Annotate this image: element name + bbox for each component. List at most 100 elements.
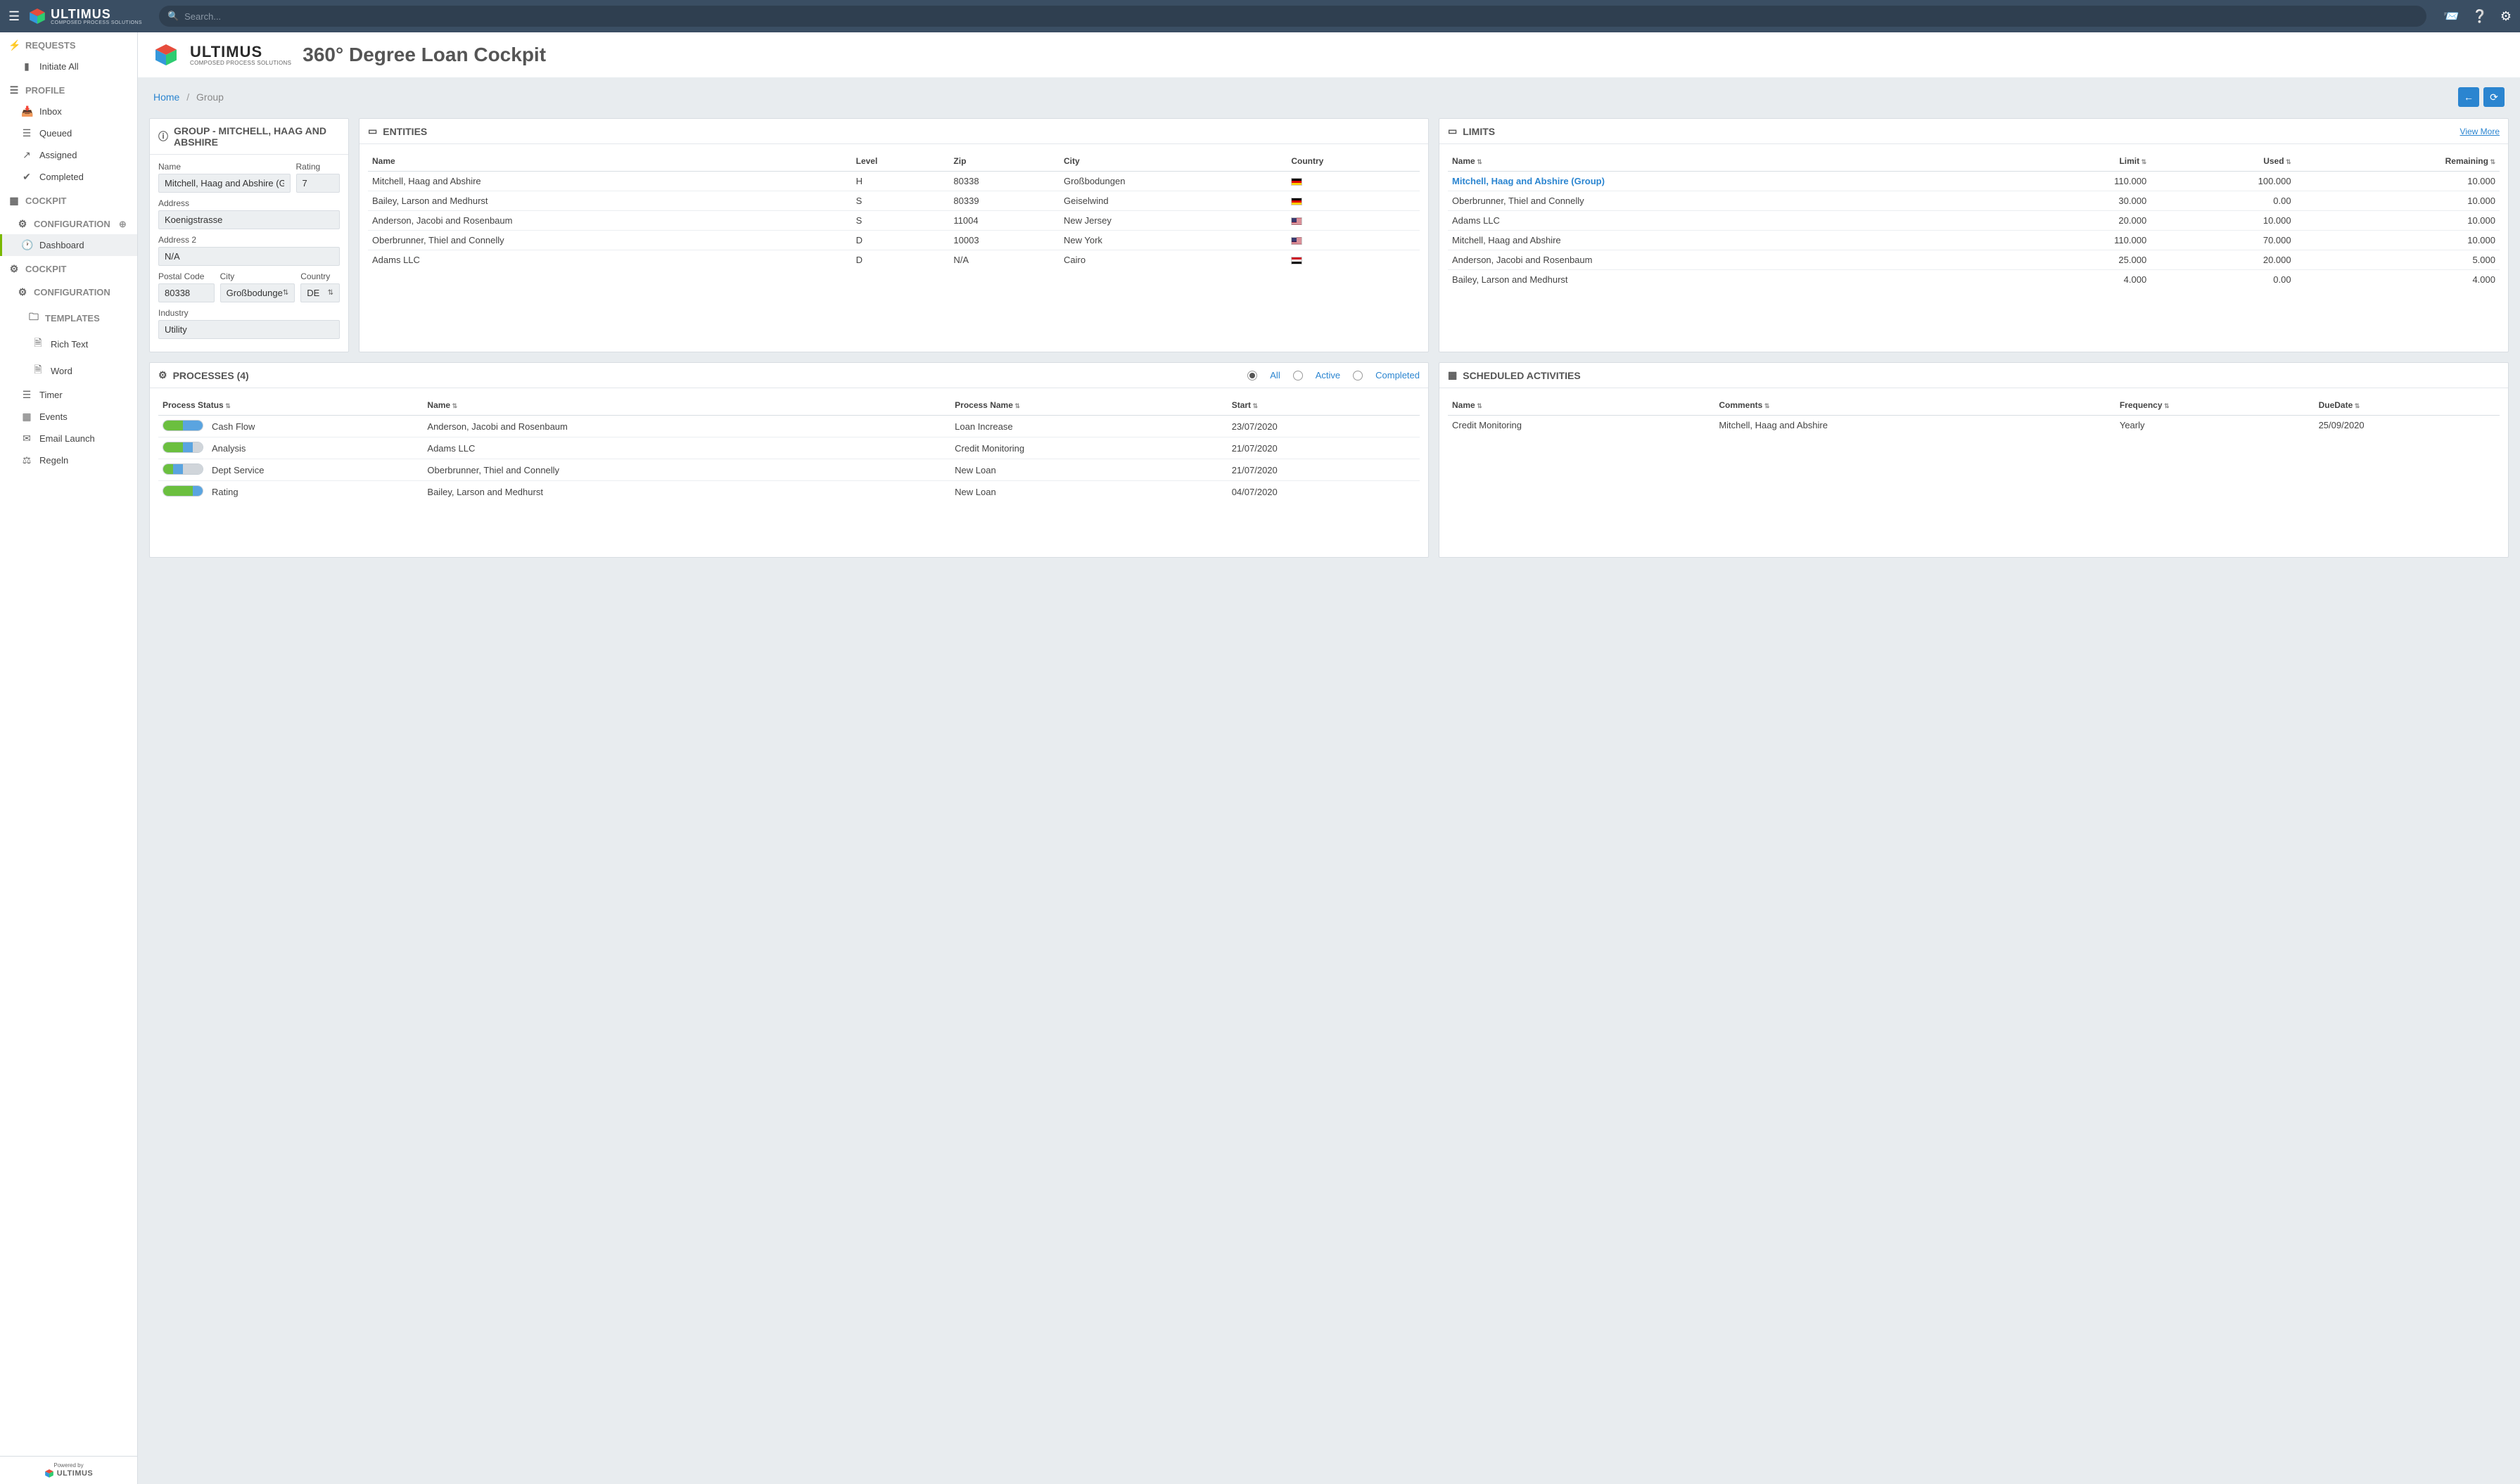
input-postal[interactable]	[158, 283, 215, 302]
sidebar-section-configuration-1[interactable]: ⚙CONFIGURATION⊕	[0, 211, 137, 234]
table-row[interactable]: Oberbrunner, Thiel and Connelly30.0000.0…	[1448, 191, 2500, 211]
filter-all[interactable]: All	[1270, 370, 1280, 380]
scale-icon: ⚖	[21, 454, 32, 466]
col-comments[interactable]: Comments	[1714, 395, 2115, 416]
radio-completed[interactable]	[1353, 371, 1363, 380]
sidebar-item-events[interactable]: ▦Events	[0, 406, 137, 428]
breadcrumb-sep: /	[186, 91, 189, 103]
limits-view-more[interactable]: View More	[2460, 127, 2500, 136]
col-city[interactable]: City	[1059, 151, 1287, 172]
top-icons: 📨 ❔ ⚙	[2443, 9, 2512, 24]
sidebar-item-assigned[interactable]: ↗Assigned	[0, 144, 137, 166]
gear-icon[interactable]: ⚙	[2500, 9, 2512, 24]
gear-small-icon: ⚙	[17, 218, 28, 230]
logo-cube-icon	[28, 7, 46, 25]
filter-active[interactable]: Active	[1316, 370, 1340, 380]
sidebar-item-regeln[interactable]: ⚖Regeln	[0, 449, 137, 471]
col-sname[interactable]: Name	[1448, 395, 1714, 416]
label-rating: Rating	[296, 162, 341, 172]
search-box[interactable]: 🔍	[159, 6, 2426, 27]
search-container: 🔍	[159, 6, 2426, 27]
select-city[interactable]: Großbodunge⇅	[220, 283, 295, 302]
breadcrumb-home[interactable]: Home	[153, 91, 179, 103]
inbox-icon[interactable]: 📨	[2443, 9, 2459, 24]
back-button[interactable]: ←	[2458, 87, 2479, 107]
id-card-icon: ▭	[368, 125, 377, 137]
sidebar-item-queued[interactable]: ☰Queued	[0, 122, 137, 144]
col-remaining[interactable]: Remaining	[2296, 151, 2500, 172]
brand-name: ULTIMUS	[51, 8, 142, 20]
col-limit[interactable]: Limit	[2009, 151, 2151, 172]
col-zip[interactable]: Zip	[949, 151, 1059, 172]
label-country: Country	[300, 271, 340, 281]
input-rating[interactable]	[296, 174, 341, 193]
hamburger-icon[interactable]: ☰	[8, 9, 20, 24]
sidebar-item-inbox[interactable]: 📥Inbox	[0, 101, 137, 122]
sidebar: ⚡REQUESTS ▮Initiate All ☰PROFILE 📥Inbox …	[0, 32, 138, 1484]
sidebar-section-profile[interactable]: ☰PROFILE	[0, 77, 137, 101]
input-industry[interactable]	[158, 320, 340, 339]
radio-active[interactable]	[1293, 371, 1303, 380]
table-row[interactable]: Credit MonitoringMitchell, Haag and Absh…	[1448, 416, 2500, 435]
table-row[interactable]: Mitchell, Haag and AbshireH80338Großbodu…	[368, 172, 1420, 191]
info-icon: ⓘ	[158, 129, 168, 143]
table-row[interactable]: Oberbrunner, Thiel and ConnellyD10003New…	[368, 231, 1420, 250]
table-row[interactable]: Mitchell, Haag and Abshire110.00070.0001…	[1448, 231, 2500, 250]
sidebar-section-cockpit-1[interactable]: ▦COCKPIT	[0, 188, 137, 211]
label-city: City	[220, 271, 295, 281]
filter-completed[interactable]: Completed	[1375, 370, 1420, 380]
col-country[interactable]: Country	[1287, 151, 1420, 172]
status-pills	[163, 420, 203, 431]
table-row[interactable]: Adams LLCDN/ACairo	[368, 250, 1420, 270]
col-freq[interactable]: Frequency	[2115, 395, 2315, 416]
col-pstatus[interactable]: Process Status	[158, 395, 423, 416]
calendar-icon-2: ▦	[1448, 369, 1457, 381]
col-level[interactable]: Level	[852, 151, 950, 172]
menu-icon: ☰	[8, 84, 20, 96]
refresh-button[interactable]: ⟳	[2483, 87, 2505, 107]
sidebar-item-richtext[interactable]: 🗎Rich Text	[0, 331, 137, 357]
panel-limits-body: Name Limit Used Remaining Mitchell, Haag…	[1439, 144, 2508, 296]
col-used[interactable]: Used	[2151, 151, 2295, 172]
brand-tagline: COMPOSED PROCESS SOLUTIONS	[51, 20, 142, 25]
col-start[interactable]: Start	[1228, 395, 1420, 416]
sidebar-item-dashboard[interactable]: 🕐Dashboard	[0, 234, 137, 256]
input-name[interactable]	[158, 174, 291, 193]
table-row[interactable]: Dept ServiceOberbrunner, Thiel and Conne…	[158, 459, 1420, 481]
input-address2[interactable]	[158, 247, 340, 266]
col-lname[interactable]: Name	[1448, 151, 2009, 172]
table-row[interactable]: Bailey, Larson and MedhurstS80339Geiselw…	[368, 191, 1420, 211]
help-icon[interactable]: ❔	[2471, 9, 2487, 24]
col-pname2[interactable]: Name	[423, 395, 950, 416]
sidebar-section-requests[interactable]: ⚡REQUESTS	[0, 32, 137, 56]
status-pills	[163, 442, 203, 453]
cog-icon: ⚙	[158, 369, 167, 381]
sidebar-item-email-launch[interactable]: ✉Email Launch	[0, 428, 137, 449]
radio-all[interactable]	[1247, 371, 1257, 380]
table-row[interactable]: Bailey, Larson and Medhurst4.0000.004.00…	[1448, 270, 2500, 290]
select-country[interactable]: DE⇅	[300, 283, 340, 302]
col-procname[interactable]: Process Name	[950, 395, 1228, 416]
search-input[interactable]	[184, 11, 2418, 22]
sidebar-section-configuration-2[interactable]: ⚙CONFIGURATION	[0, 279, 137, 302]
sidebar-item-initiate-all[interactable]: ▮Initiate All	[0, 56, 137, 77]
table-row[interactable]: Mitchell, Haag and Abshire (Group)110.00…	[1448, 172, 2500, 191]
brand-logo[interactable]: ULTIMUS COMPOSED PROCESS SOLUTIONS	[28, 7, 142, 25]
table-row[interactable]: Anderson, Jacobi and Rosenbaum25.00020.0…	[1448, 250, 2500, 270]
col-name[interactable]: Name	[368, 151, 852, 172]
table-row[interactable]: RatingBailey, Larson and MedhurstNew Loa…	[158, 481, 1420, 503]
table-row[interactable]: Anderson, Jacobi and RosenbaumS11004New …	[368, 211, 1420, 231]
sidebar-item-completed[interactable]: ✔Completed	[0, 166, 137, 188]
sidebar-section-cockpit-2[interactable]: ⚙COCKPIT	[0, 256, 137, 279]
sidebar-item-word[interactable]: 🗎Word	[0, 357, 137, 384]
input-address[interactable]	[158, 210, 340, 229]
timer-icon: ☰	[21, 389, 32, 401]
col-due[interactable]: DueDate	[2315, 395, 2500, 416]
table-row[interactable]: Adams LLC20.00010.00010.000	[1448, 211, 2500, 231]
card-icon: ▭	[1448, 125, 1457, 137]
chevron-updown-icon: ⇅	[283, 289, 288, 297]
sidebar-section-templates[interactable]: 🗀TEMPLATES	[0, 302, 137, 331]
table-row[interactable]: Cash FlowAnderson, Jacobi and RosenbaumL…	[158, 416, 1420, 437]
table-row[interactable]: AnalysisAdams LLCCredit Monitoring21/07/…	[158, 437, 1420, 459]
sidebar-item-timer[interactable]: ☰Timer	[0, 384, 137, 406]
